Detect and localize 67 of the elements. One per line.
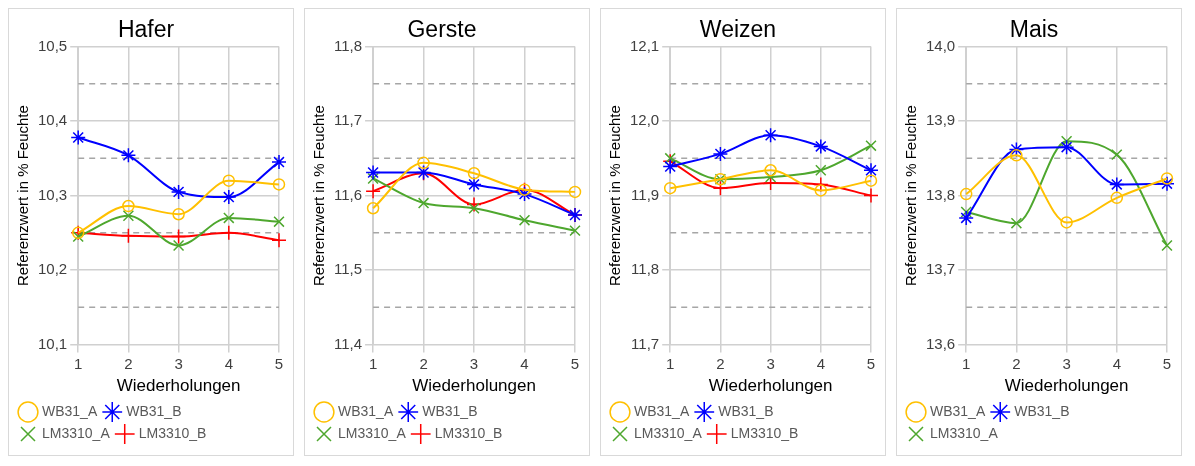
legend-label: WB31_B: [126, 402, 182, 419]
y-tick-label: 11,7: [333, 111, 363, 129]
x-tick-label: 5: [866, 354, 876, 372]
x-tick-label: 3: [174, 354, 183, 372]
legend-label: LM3310_B: [138, 424, 207, 441]
y-tick-label: 10,2: [37, 260, 68, 278]
y-axis-title: Referenzwert in % Feuchte: [606, 105, 624, 287]
y-axis-title: Referenzwert in % Feuchte: [14, 105, 32, 287]
x-tick-label: 2: [1012, 354, 1021, 372]
x-tick-label: 3: [469, 354, 479, 372]
y-tick-label: 11,8: [333, 36, 363, 54]
x-tick-label: 5: [1162, 354, 1172, 372]
y-tick-label: 11,8: [631, 260, 660, 278]
y-axis-title: Referenzwert in % Feuchte: [902, 105, 920, 287]
x-tick-label: 2: [419, 354, 428, 372]
y-tick-label: 10,1: [37, 334, 68, 352]
chart-title: Mais: [1009, 16, 1059, 43]
y-tick-label: 11,4: [333, 334, 363, 352]
x-tick-label: 1: [962, 354, 971, 372]
y-tick-label: 13,9: [925, 111, 956, 129]
legend-label: LM3310_A: [634, 424, 703, 441]
legend-label: WB31_A: [634, 402, 690, 419]
legend-label: LM3310_B: [434, 424, 503, 441]
legend-label: WB31_B: [1014, 402, 1070, 419]
x-tick-label: 5: [274, 354, 284, 372]
y-tick-label: 12,1: [629, 36, 660, 54]
y-tick-label: 14,0: [925, 36, 956, 54]
legend-label: LM3310_A: [930, 424, 999, 441]
y-tick-label: 11,5: [333, 260, 363, 278]
legend-label: WB31_B: [718, 402, 774, 419]
x-axis-title: Wiederholungen: [412, 376, 536, 396]
x-tick-label: 1: [74, 354, 83, 372]
y-tick-label: 13,8: [925, 185, 956, 203]
chart-title: Gerste: [407, 16, 477, 43]
legend-label: LM3310_A: [42, 424, 111, 441]
x-tick-label: 4: [816, 354, 825, 372]
x-tick-label: 4: [1112, 354, 1121, 372]
x-tick-label: 1: [368, 354, 378, 372]
x-tick-label: 3: [766, 354, 775, 372]
y-tick-label: 11,7: [631, 334, 660, 352]
legend-label: LM3310_A: [338, 424, 407, 441]
x-axis-title: Wiederholungen: [116, 376, 241, 396]
legend-label: LM3310_B: [730, 424, 799, 441]
y-tick-label: 11,6: [333, 185, 363, 203]
legend-label: WB31_A: [338, 402, 394, 419]
legend-label: WB31_A: [930, 402, 986, 419]
x-tick-label: 4: [520, 354, 529, 372]
x-tick-label: 3: [1062, 354, 1071, 372]
legend-label: WB31_A: [42, 402, 98, 419]
x-tick-label: 2: [716, 354, 725, 372]
chart-title: Weizen: [699, 16, 777, 43]
y-tick-label: 13,6: [925, 334, 956, 352]
y-axis-title: Referenzwert in % Feuchte: [310, 105, 328, 287]
x-axis-title: Wiederholungen: [1004, 376, 1129, 396]
legend-label: WB31_B: [422, 402, 478, 419]
x-axis-title: Wiederholungen: [708, 376, 833, 396]
x-tick-label: 2: [124, 354, 133, 372]
x-tick-label: 1: [666, 354, 675, 372]
chart-title: Hafer: [117, 16, 175, 43]
y-tick-label: 11,9: [631, 185, 660, 203]
x-tick-label: 5: [570, 354, 580, 372]
x-tick-label: 4: [224, 354, 233, 372]
y-tick-label: 13,7: [925, 260, 956, 278]
y-tick-label: 10,5: [37, 36, 68, 54]
y-tick-label: 10,3: [37, 185, 68, 203]
y-tick-label: 10,4: [37, 111, 68, 129]
y-tick-label: 12,0: [629, 111, 660, 129]
